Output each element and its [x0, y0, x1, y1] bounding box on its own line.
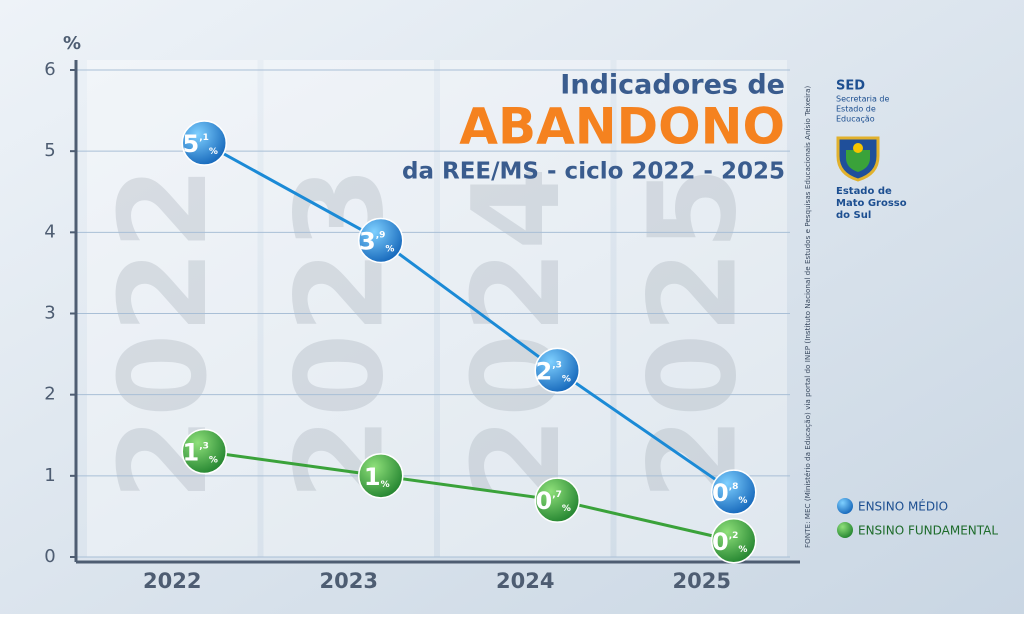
data-label: 1% [364, 463, 390, 491]
logo-department: Educação [836, 115, 875, 124]
logo-state: Estado de [836, 186, 892, 197]
series-line [203, 141, 735, 494]
legend-swatch [837, 522, 853, 538]
series-line [204, 449, 735, 543]
y-tick-label: 3 [44, 303, 55, 324]
x-tick-label: 2023 [320, 569, 378, 593]
data-label: 2,3% [536, 357, 571, 385]
column-panel [440, 60, 611, 557]
year-watermark: 2025 [624, 167, 763, 501]
y-tick-label: 5 [44, 140, 55, 161]
data-label: 0,2% [712, 528, 747, 556]
legend-swatch [837, 498, 853, 514]
logo-emblem [836, 136, 880, 182]
column-panel [87, 60, 258, 557]
chart-title: Indicadores de [560, 70, 785, 101]
data-point [181, 120, 227, 166]
data-label: 0,8% [712, 479, 747, 507]
data-label: 5,1% [183, 130, 218, 158]
data-label: 3,9% [359, 227, 394, 255]
data-point [711, 518, 757, 564]
logo-acronym: SED [836, 79, 865, 94]
data-point [358, 217, 404, 264]
y-tick-label: 0 [44, 546, 55, 567]
year-watermark: 2024 [448, 167, 587, 501]
y-tick-label: 1 [44, 465, 55, 486]
legend-label: ENSINO MÉDIO [858, 499, 948, 514]
source-note: FONTE: MEC (Ministério da Educação) via … [803, 86, 812, 548]
data-point [534, 347, 580, 394]
data-point [181, 428, 227, 475]
column-panel [263, 60, 434, 557]
x-tick-label: 2022 [143, 569, 201, 593]
data-label: 1,3% [183, 438, 218, 466]
y-tick-label: 4 [44, 221, 55, 242]
logo-department: Estado de [836, 105, 876, 114]
data-label: 0,7% [536, 487, 571, 515]
logo-state: Mato Grosso [836, 198, 907, 209]
y-axis-label: % [63, 33, 81, 54]
legend-label: ENSINO FUNDAMENTAL [858, 524, 998, 538]
y-tick-label: 6 [44, 59, 55, 80]
x-tick-label: 2024 [496, 569, 554, 593]
data-point [711, 469, 757, 515]
chart-subtitle: da REE/MS - ciclo 2022 - 2025 [402, 159, 785, 185]
data-point [534, 477, 580, 523]
logo-department: Secretaria de [836, 95, 890, 104]
y-tick-label: 2 [44, 384, 55, 405]
data-point [358, 453, 404, 499]
chart-title-highlight: ABANDONO [459, 98, 785, 156]
x-tick-label: 2025 [673, 569, 731, 593]
year-watermark: 2023 [271, 167, 410, 501]
logo-state: do Sul [836, 210, 871, 221]
column-panel [616, 60, 787, 557]
